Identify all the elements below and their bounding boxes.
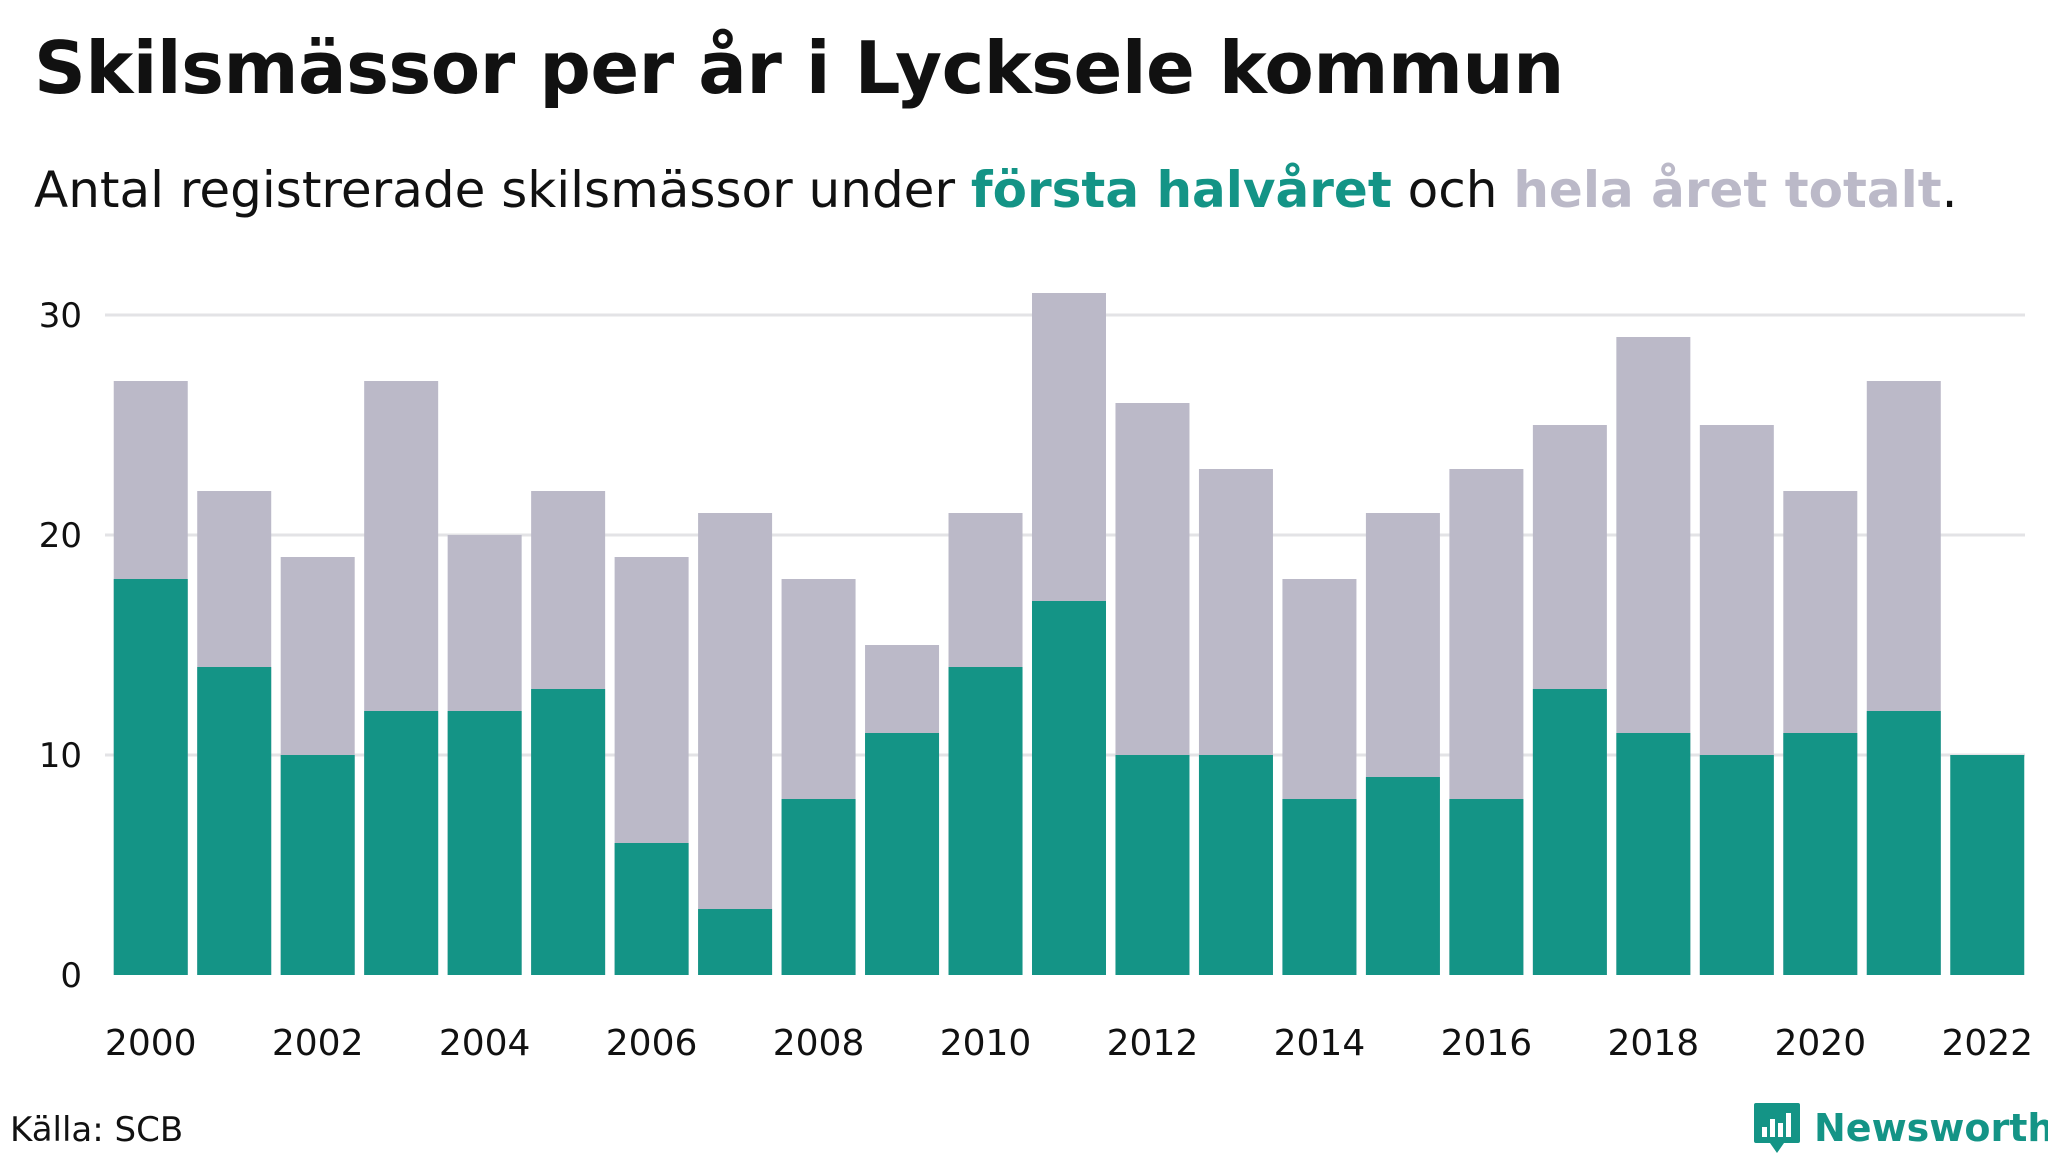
- bar-first-half-2011: [1032, 601, 1106, 975]
- bar-first-half-2004: [447, 711, 522, 975]
- bar-first-half-2005: [531, 689, 606, 975]
- bar-first-half-2019: [1699, 755, 1774, 975]
- x-tick-label: 2002: [272, 1023, 364, 1064]
- y-tick-label: 30: [39, 296, 82, 336]
- bar-first-half-2015: [1365, 777, 1440, 975]
- bar-first-half-2020: [1783, 733, 1858, 975]
- x-tick-label: 2006: [606, 1023, 698, 1064]
- bar-first-half-2018: [1616, 733, 1691, 975]
- x-tick-label: 2018: [1608, 1023, 1700, 1064]
- subtitle-first-half: första halvåret: [970, 161, 1392, 219]
- bar-first-half-2014: [1282, 799, 1357, 975]
- chart-title: Skilsmässor per år i Lycksele kommun: [34, 26, 1564, 110]
- y-tick-label: 20: [39, 516, 82, 556]
- x-tick-label: 2014: [1274, 1023, 1366, 1064]
- bar-first-half-2007: [698, 909, 773, 975]
- bar-first-half-2006: [614, 843, 689, 975]
- source-label: Källa: SCB: [10, 1110, 184, 1150]
- bar-total-2007: [698, 513, 773, 975]
- y-axis-labels: 0 10 20 30: [39, 296, 82, 996]
- bar-first-half-2021: [1866, 711, 1941, 975]
- bar-chart: 0 10 20 30 2000 2002 2004 2006 2008 2010 2012 2014…: [39, 293, 2033, 1064]
- y-tick-label: 10: [39, 736, 82, 776]
- x-tick-label: 2008: [773, 1023, 865, 1064]
- subtitle-prefix: Antal registrerade skilsmässor under: [34, 161, 971, 219]
- subtitle-middle: och: [1391, 161, 1514, 219]
- bar-first-half-2000: [113, 579, 188, 975]
- bar-first-half-2012: [1115, 755, 1190, 975]
- newsworthy-logo[interactable]: Newsworthy: [1752, 1098, 2048, 1158]
- bar-first-half-2017: [1532, 689, 1607, 975]
- bar-first-half-2002: [280, 755, 355, 975]
- bar-first-half-2013: [1198, 755, 1273, 975]
- x-tick-label: 2004: [439, 1023, 531, 1064]
- subtitle-total: hela året totalt: [1513, 161, 1942, 219]
- subtitle-suffix: .: [1941, 161, 1958, 219]
- x-tick-label: 2016: [1441, 1023, 1533, 1064]
- newsworthy-logo-icon: [1754, 1103, 1800, 1153]
- bar-first-half-2022: [1950, 755, 2025, 975]
- bar-first-half-2010: [948, 667, 1023, 975]
- x-tick-label: 2020: [1774, 1023, 1866, 1064]
- x-tick-label: 2012: [1107, 1023, 1199, 1064]
- bar-first-half-2008: [781, 799, 856, 975]
- bar-first-half-2003: [364, 711, 439, 975]
- bars-first-half-series: [113, 579, 2025, 975]
- y-tick-label: 0: [60, 956, 82, 996]
- bar-first-half-2009: [865, 733, 940, 975]
- x-tick-label: 2022: [1941, 1023, 2033, 1064]
- x-tick-label: 2010: [940, 1023, 1032, 1064]
- x-tick-label: 2000: [105, 1023, 197, 1064]
- bar-first-half-2016: [1449, 799, 1524, 975]
- x-axis-labels: 2000 2002 2004 2006 2008 2010 2012 2014 2016 2018…: [105, 1023, 2033, 1064]
- chart-subtitle: Antal registrerade skilsmässor under för…: [34, 155, 1958, 225]
- bar-first-half-2001: [197, 667, 272, 975]
- brand-name: Newsworthy: [1814, 1106, 2048, 1150]
